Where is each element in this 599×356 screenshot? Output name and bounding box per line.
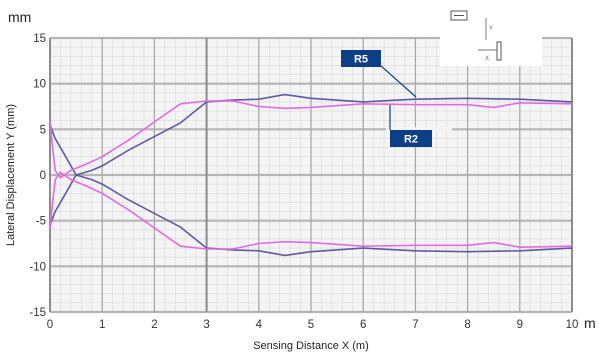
y-unit-label: mm [8,9,31,25]
x-tick-label: 3 [203,319,209,331]
callout-r2-label: R2 [404,134,418,146]
gridline-gap [386,127,452,132]
series-line-r2-3 [49,171,573,250]
x-tick-label: 5 [308,319,314,331]
y-tick-label: -5 [36,216,46,228]
x-tick-label: 8 [464,319,470,331]
x-tick-label: 9 [517,319,523,331]
callout-r2: R2 [389,105,432,147]
y-axis-title: Lateral Displacement Y (mm) [5,104,17,246]
x-unit-label: m [584,315,596,331]
y-tick-label: 15 [33,33,46,45]
x-tick-label: 10 [566,319,579,331]
y-tick-label: 10 [33,79,46,91]
x-tick-label: 0 [47,319,53,331]
callout-r5-leader [380,65,417,98]
callout-r2-box [390,130,432,147]
y-tick-label: -15 [29,307,46,319]
callout-r5: R5 [341,50,417,98]
callout-r5-label: R5 [354,54,368,66]
callout-r5-box [341,50,381,67]
sensor-diagram: Y X [440,4,542,66]
diagram-y-label: Y [489,26,493,32]
grid [49,36,573,314]
y-tick-label: 0 [40,170,46,182]
series-lines [49,93,573,257]
x-tick-label: 2 [151,319,157,331]
x-axis-title: Sensing Distance X (m) [253,340,369,352]
x-tick-label: 4 [256,319,263,331]
diagram-x-label: X [485,56,489,62]
y-tick-label: 5 [40,124,46,136]
x-tick-label: 6 [360,319,366,331]
series-line-r5-1 [49,124,573,257]
sensor-reflector-icon [496,41,502,61]
tick-labels: 0 1 2 3 4 5 6 7 8 9 10 15 10 5 0 -5 -10 -15 [29,33,578,331]
x-tick-label: 7 [412,319,418,331]
y-tick-label: -10 [29,261,46,273]
x-tick-label: 1 [99,319,105,331]
